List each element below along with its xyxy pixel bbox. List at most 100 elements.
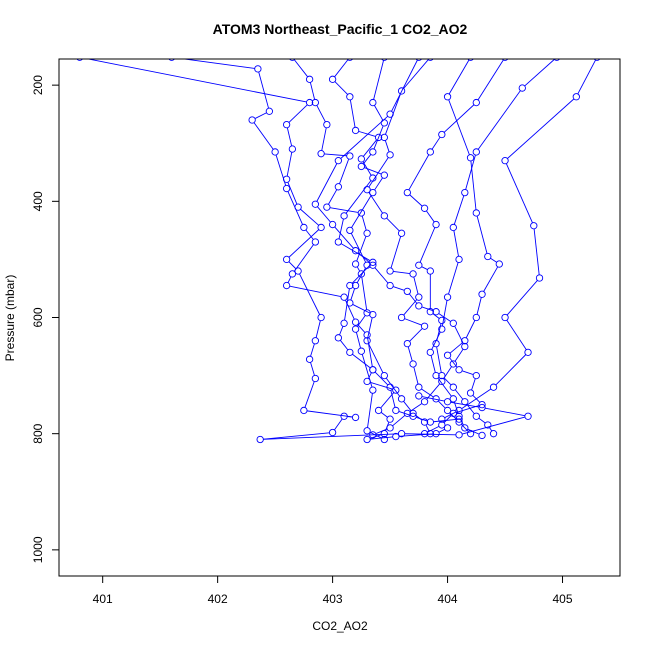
data-point <box>386 151 394 159</box>
series-segment <box>375 428 388 435</box>
data-point <box>501 157 509 165</box>
series-5 <box>346 59 434 438</box>
y-axis: 200 400 600 800 1000 <box>31 75 59 563</box>
data-point <box>397 395 406 403</box>
series-segment <box>352 304 371 314</box>
data-point <box>346 93 354 101</box>
data-point <box>357 155 365 163</box>
data-point <box>397 229 406 237</box>
x-axis: 401 402 403 404 405 <box>93 576 573 606</box>
data-point <box>392 386 400 394</box>
data-point <box>443 351 452 359</box>
series-segment <box>368 343 384 373</box>
series-segment <box>426 383 441 400</box>
data-point <box>415 302 423 310</box>
series-8 <box>426 59 560 440</box>
series-segment <box>470 160 477 210</box>
data-point <box>288 145 297 153</box>
data-point <box>369 366 377 374</box>
x-tick-label: 404 <box>438 592 458 606</box>
series-segment <box>409 328 423 342</box>
series-segment <box>403 299 418 316</box>
series-segment <box>478 417 486 424</box>
data-point <box>351 325 360 333</box>
data-point <box>461 424 469 432</box>
data-point <box>317 150 325 158</box>
series-segment <box>321 127 327 151</box>
data-point <box>311 337 320 345</box>
data-point <box>415 59 423 61</box>
series-segment <box>443 377 452 386</box>
series-11 <box>311 59 469 439</box>
series-segment <box>453 195 465 225</box>
data-point <box>357 270 365 278</box>
data-point <box>340 412 348 420</box>
series-segment <box>299 273 321 315</box>
series-segment <box>404 318 422 326</box>
series-9 <box>438 59 601 423</box>
data-point <box>472 371 480 380</box>
series-segment <box>431 331 441 350</box>
data-point <box>443 293 452 301</box>
series-segment <box>316 163 338 202</box>
data-point <box>323 203 331 211</box>
series-segment <box>472 394 481 403</box>
series-segment <box>253 122 274 150</box>
data-point <box>168 59 175 61</box>
data-point <box>363 331 371 339</box>
data-point <box>432 395 440 403</box>
series-segment <box>338 218 344 239</box>
data-point <box>438 130 446 139</box>
series-segment <box>476 297 482 315</box>
data-point <box>443 398 452 406</box>
data-point <box>403 188 411 197</box>
series-segment <box>374 267 389 284</box>
series-10 <box>420 59 503 438</box>
series-segment <box>287 191 303 225</box>
data-point <box>369 310 377 319</box>
data-point <box>282 255 291 264</box>
series-segment <box>293 59 308 78</box>
series-segment <box>367 317 373 338</box>
series-segment <box>329 207 359 213</box>
data-point <box>443 406 452 415</box>
data-point <box>256 435 264 444</box>
data-point <box>553 59 560 61</box>
series-segment <box>390 390 396 408</box>
series-segment <box>448 99 470 155</box>
data-point <box>432 371 440 380</box>
data-point <box>426 348 434 357</box>
series-segment <box>334 59 349 78</box>
data-point <box>386 424 394 432</box>
series-segment <box>315 320 321 338</box>
data-point <box>478 400 486 409</box>
series-segment <box>577 59 596 95</box>
data-point <box>467 59 474 61</box>
y-axis-label: Pressure (mbar) <box>3 275 17 362</box>
data-point <box>346 348 354 357</box>
data-point <box>289 59 296 61</box>
series-segment <box>349 99 356 128</box>
series-segment <box>413 366 419 385</box>
series-segment <box>374 105 384 121</box>
data-point <box>305 75 314 83</box>
series-segment <box>438 428 445 433</box>
data-point <box>76 59 83 61</box>
plot-area <box>76 59 601 444</box>
data-point <box>461 188 469 197</box>
data-point <box>530 222 538 230</box>
data-point <box>409 360 417 368</box>
series-segment <box>356 266 361 272</box>
series-segment <box>506 280 538 316</box>
series-segment <box>449 342 463 354</box>
data-point <box>265 107 274 115</box>
series-segment <box>361 277 368 310</box>
series-segment <box>403 401 412 412</box>
series-segment <box>324 153 347 157</box>
data-point <box>369 188 377 197</box>
series-segment <box>415 416 428 422</box>
series-segment <box>386 217 400 232</box>
data-point <box>443 93 452 101</box>
series-segment <box>362 139 377 157</box>
data-point <box>449 395 457 403</box>
